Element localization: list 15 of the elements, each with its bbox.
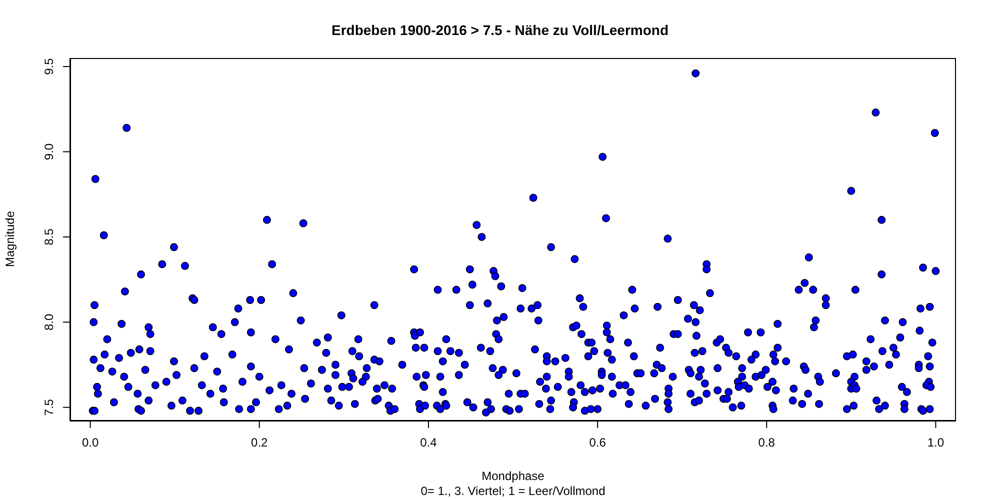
y-tick-label: 8.5	[42, 228, 56, 246]
x-tick-label: 1.0	[927, 436, 944, 450]
x-tick-label: 0.6	[589, 436, 606, 450]
y-tick-label: 7.5	[42, 398, 56, 416]
x-tick-label: 0.0	[82, 436, 99, 450]
y-tick-label: 9.0	[42, 143, 56, 160]
x-tick-label: 0.2	[251, 436, 268, 450]
x-tick-label: 0.8	[758, 436, 776, 450]
x-axis-title: Mondphase	[480, 469, 546, 483]
text: 0= 1., 3. Viertel; 1 = Leer/Vollmond	[420, 484, 606, 498]
chart-title: Erdbeben 1900-2016 > 7.5 - Nähe zu Voll/Leermond	[330, 22, 670, 38]
y-tick-label: 9.5	[42, 58, 56, 75]
y-axis-title: Magnitude	[3, 209, 17, 269]
x-tick-label: 0.4	[420, 436, 438, 450]
y-tick-label: 8.0	[42, 313, 56, 330]
